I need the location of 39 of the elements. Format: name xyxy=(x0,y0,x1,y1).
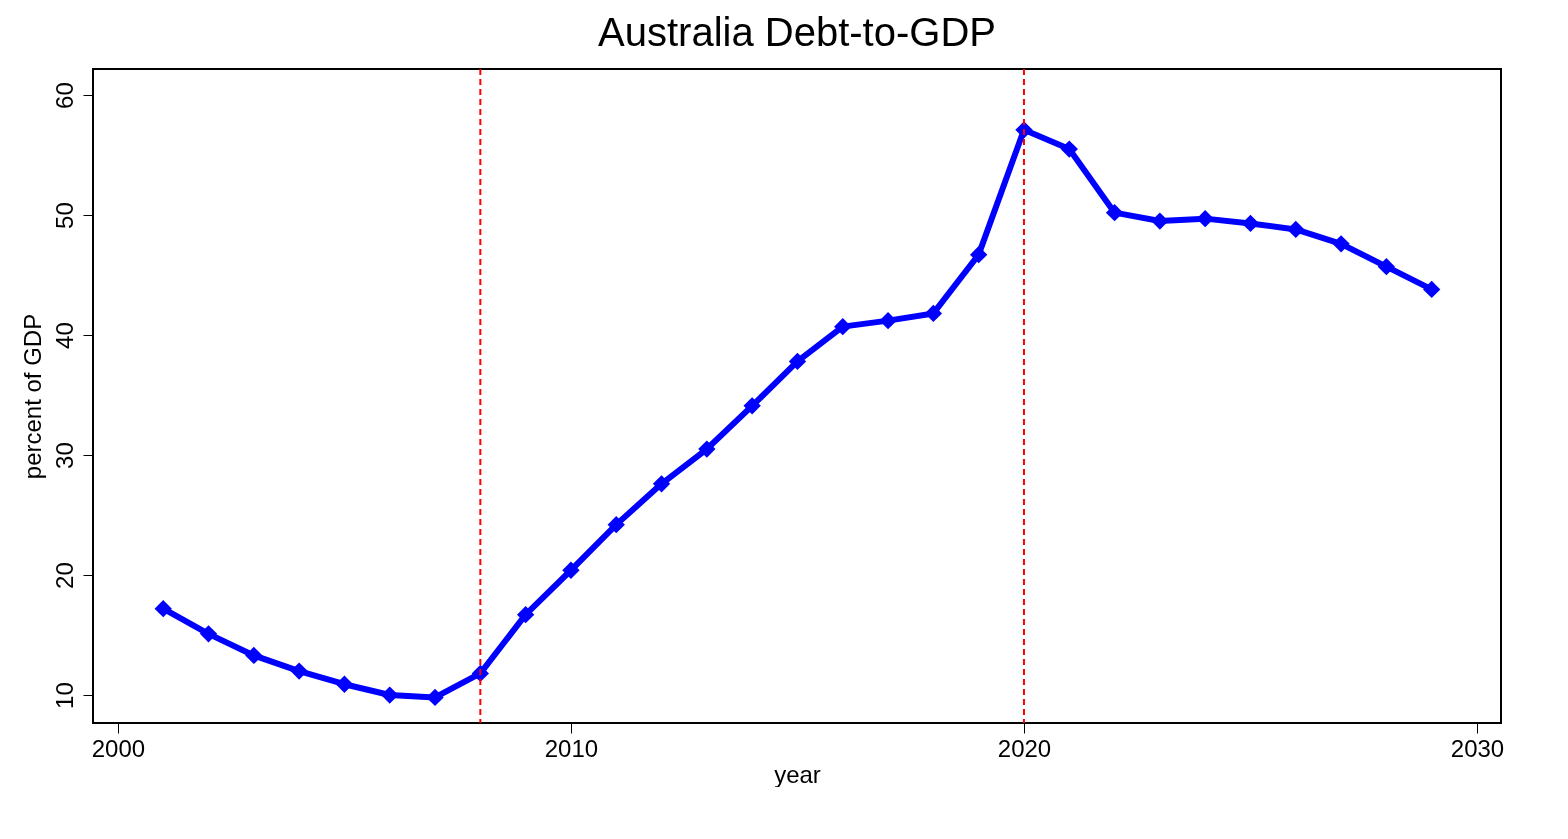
point xyxy=(743,397,761,415)
point xyxy=(1332,235,1350,253)
x-axis-title: year xyxy=(774,760,821,788)
point xyxy=(970,245,988,264)
y-tick-label: 50 xyxy=(50,202,78,229)
x-tick-label: 2020 xyxy=(997,734,1052,762)
point xyxy=(516,605,535,624)
point xyxy=(788,352,807,371)
x-tick-label: 2010 xyxy=(544,734,599,762)
point xyxy=(698,440,716,458)
point xyxy=(652,475,671,493)
point xyxy=(607,515,625,534)
point xyxy=(290,662,308,680)
point xyxy=(1060,140,1078,158)
y-tick-label: 10 xyxy=(50,682,78,709)
point xyxy=(154,599,172,618)
point xyxy=(1105,203,1124,222)
x-tick-label: 2000 xyxy=(91,734,146,762)
point xyxy=(562,561,580,579)
y-tick-label: 40 xyxy=(50,322,78,349)
point xyxy=(879,311,897,330)
point xyxy=(335,675,354,693)
point xyxy=(1196,209,1214,228)
point xyxy=(245,646,263,665)
point xyxy=(199,625,218,643)
point xyxy=(834,317,852,336)
y-tick-label: 60 xyxy=(50,82,78,109)
point xyxy=(381,686,399,704)
point xyxy=(1151,212,1169,230)
point xyxy=(1287,220,1305,239)
x-tick-label: 2030 xyxy=(1450,734,1505,762)
point xyxy=(924,304,943,323)
point xyxy=(1423,280,1441,299)
chart-title: Australia Debt-to-GDP xyxy=(598,10,996,54)
y-tick-label: 30 xyxy=(50,442,78,469)
y-tick-label: 20 xyxy=(50,562,78,589)
y-axis-title: percent of GDP xyxy=(18,313,46,480)
point xyxy=(1377,257,1396,276)
point xyxy=(1241,214,1260,233)
